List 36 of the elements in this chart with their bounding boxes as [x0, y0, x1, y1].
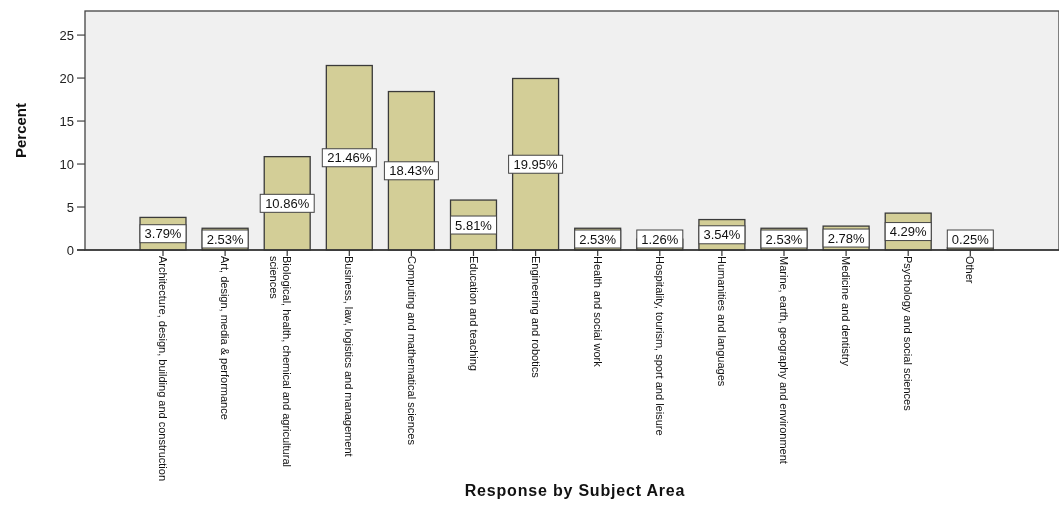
y-tick-label: 10: [59, 156, 74, 172]
data-label: 18.43%: [389, 163, 434, 179]
y-tick-label: 15: [59, 113, 74, 129]
data-label: 4.29%: [889, 224, 928, 240]
x-tick-label: Psychology and social sciences: [902, 256, 915, 412]
data-label: 0.25%: [951, 231, 990, 247]
y-tick-label: 20: [59, 70, 74, 86]
data-label: 21.46%: [327, 150, 372, 166]
x-tick-label: Education and teaching: [467, 256, 480, 371]
x-tick-label: Marine, earth, geography and environment: [778, 256, 791, 464]
x-tick-label: Humanities and languages: [716, 256, 729, 387]
data-label: 2.78%: [827, 230, 865, 246]
y-axis-title: Percent: [12, 102, 29, 159]
data-label: 5.81%: [455, 217, 493, 233]
y-tick-label: 5: [66, 199, 74, 215]
data-label: 1.26%: [641, 231, 679, 247]
data-label: 2.53%: [206, 231, 244, 247]
data-label: 3.54%: [703, 227, 741, 243]
y-tick-label: 0: [66, 242, 74, 258]
x-tick-label: Biological, health, chemical and agricultural sciences: [268, 256, 294, 467]
data-label: 2.53%: [765, 231, 803, 247]
x-tick-label: Medicine and dentistry: [840, 256, 853, 367]
x-tick-label: Business, law, logistics and management: [343, 256, 356, 457]
data-label: 10.86%: [265, 195, 310, 211]
x-tick-label: Health and social work: [591, 256, 604, 368]
data-label: 2.53%: [579, 231, 617, 247]
x-tick-label: Computing and mathematical sciences: [405, 256, 418, 446]
data-label: 19.95%: [513, 156, 559, 172]
x-tick-label: Architecture, design, building and construction: [157, 256, 170, 482]
y-tick-label: 25: [59, 27, 74, 43]
x-tick-label: Art, design, media & performance: [219, 256, 232, 420]
x-tick-label: Hospitality, tourism, sport and leisure: [653, 256, 666, 436]
data-label: 3.79%: [144, 226, 182, 242]
x-axis-title: Response by Subject Area: [464, 482, 686, 499]
x-tick-label: Other: [964, 256, 977, 284]
x-tick-label: Engineering and robotics: [529, 256, 542, 379]
